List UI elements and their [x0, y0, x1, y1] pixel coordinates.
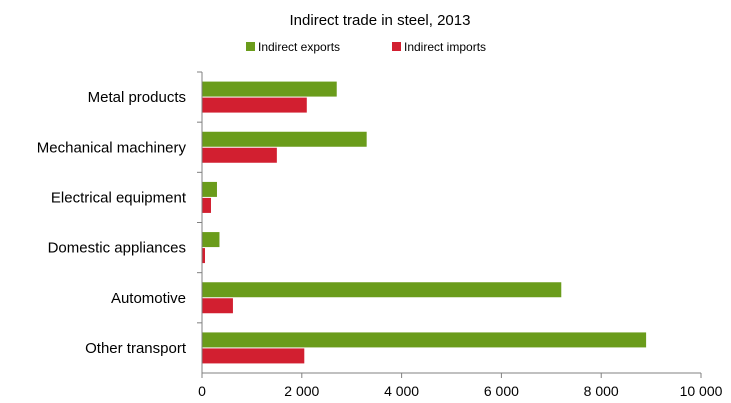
legend-label-exports: Indirect exports [258, 40, 340, 54]
category-label: Mechanical machinery [37, 139, 187, 156]
bar-indirect-exports [202, 131, 367, 147]
x-axis-ticks: 0 2 000 4 000 6 000 8 000 10 000 [198, 373, 723, 399]
bar-indirect-exports [202, 282, 562, 298]
bar-indirect-imports [202, 348, 305, 364]
legend: Indirect exports Indirect imports [246, 40, 486, 54]
legend-label-imports: Indirect imports [404, 40, 486, 54]
bar-indirect-exports [202, 81, 337, 97]
category-label: Automotive [111, 290, 186, 307]
bar-indirect-imports [202, 248, 205, 264]
legend-swatch-exports [246, 42, 255, 51]
bar-indirect-imports [202, 298, 233, 314]
chart-title: Indirect trade in steel, 2013 [290, 12, 471, 29]
x-tick-label: 10 000 [680, 383, 723, 399]
x-tick-label: 6 000 [484, 383, 519, 399]
x-tick-label: 8 000 [584, 383, 619, 399]
y-axis-labels: Metal products Mechanical machinery Electr… [37, 71, 202, 357]
legend-swatch-imports [392, 42, 401, 51]
bar-indirect-imports [202, 147, 277, 163]
bar-indirect-exports [202, 232, 220, 248]
bar-indirect-exports [202, 181, 217, 197]
category-label: Other transport [85, 340, 187, 357]
bar-indirect-imports [202, 197, 211, 213]
bar-group [202, 81, 647, 364]
x-tick-label: 0 [198, 383, 206, 399]
category-label: Domestic appliances [48, 240, 186, 257]
bar-indirect-imports [202, 97, 307, 113]
x-tick-label: 4 000 [384, 383, 419, 399]
category-label: Metal products [88, 89, 186, 106]
category-label: Electrical equipment [51, 189, 187, 206]
x-tick-label: 2 000 [284, 383, 319, 399]
bar-indirect-exports [202, 332, 647, 348]
